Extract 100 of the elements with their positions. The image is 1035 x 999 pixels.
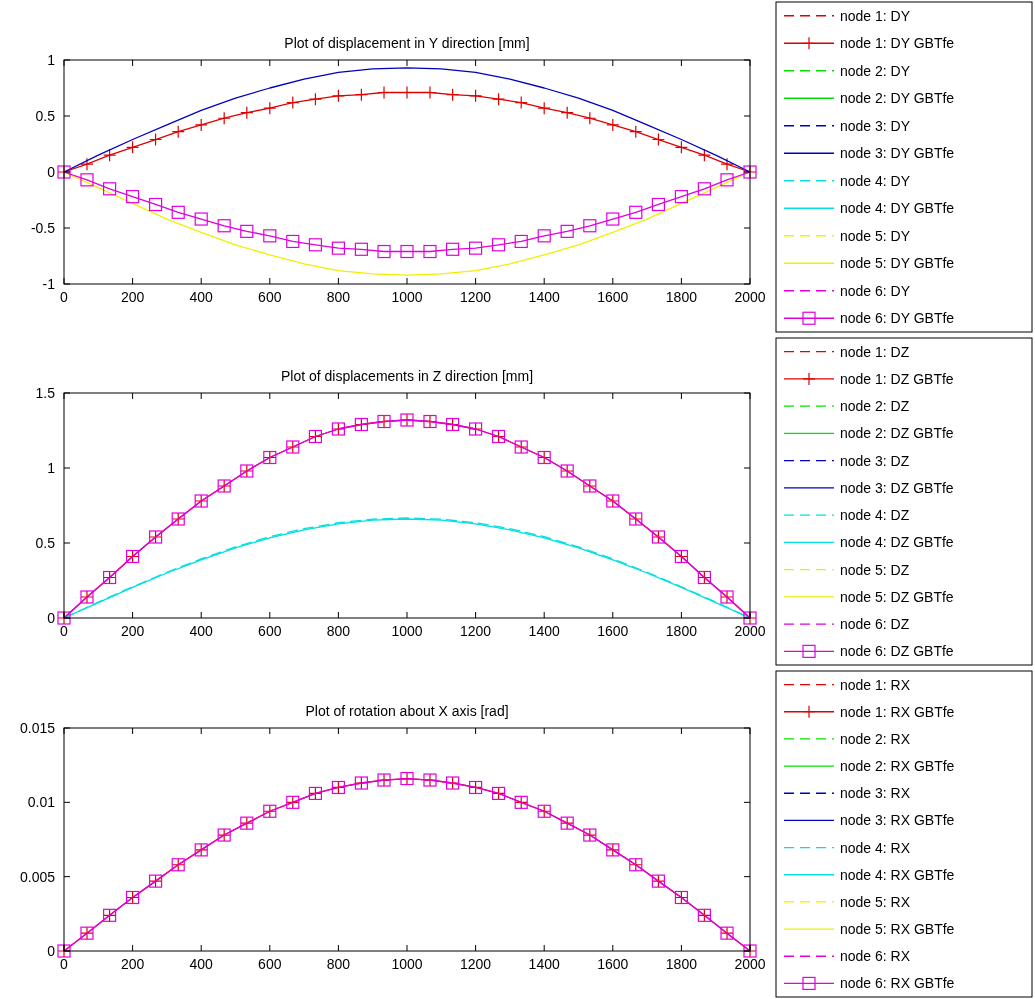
x-tick-label: 2000	[734, 956, 766, 972]
legend-label: node 1: RX GBTfe	[840, 703, 955, 720]
point	[697, 182, 711, 196]
y-tick-label: 0.015	[19, 720, 56, 736]
legend-label: node 2: DY	[840, 62, 911, 79]
point	[697, 148, 711, 162]
point	[80, 173, 94, 187]
legend-label: node 3: DY GBTfe	[840, 145, 955, 162]
x-tick-label: 2000	[734, 289, 766, 305]
x-tick-label: 400	[189, 956, 214, 972]
point	[537, 229, 551, 243]
point	[537, 101, 551, 115]
legend-label: node 2: DY GBTfe	[840, 90, 955, 107]
x-tick-label: 1200	[460, 289, 492, 305]
point	[354, 88, 368, 102]
legend-label: node 6: DZ	[840, 616, 910, 633]
point	[514, 234, 528, 249]
y-tick-label: 1	[47, 52, 56, 68]
point	[240, 224, 254, 238]
x-tick-label: 0	[60, 289, 69, 305]
point	[217, 111, 231, 125]
point	[514, 95, 528, 110]
point	[171, 125, 185, 139]
point	[674, 140, 688, 154]
point	[194, 212, 208, 226]
y-tick-label: 0	[47, 943, 56, 959]
legend-label: node 1: RX	[840, 676, 911, 693]
legend-label: node 4: RX	[840, 839, 911, 856]
x-tick-label: 1200	[460, 623, 492, 639]
y-tick-label: -0.5	[30, 220, 56, 236]
legend-label: node 3: RX	[840, 785, 911, 802]
legend-label: node 5: DZ	[840, 561, 910, 578]
point	[583, 111, 597, 125]
legend-label: node 1: DZ	[840, 343, 910, 360]
point	[263, 229, 277, 243]
chart-title: Plot of rotation about X axis [rad]	[305, 703, 509, 719]
x-tick-label: 200	[120, 289, 145, 305]
y-tick-label: 0.01	[27, 794, 56, 811]
legend-label: node 4: DZ GBTfe	[840, 534, 954, 551]
x-tick-label: 1800	[665, 956, 698, 972]
x-tick-label: 1400	[528, 956, 560, 972]
point	[331, 89, 345, 103]
point	[446, 242, 460, 256]
legend-label: node 6: RX	[840, 948, 911, 965]
point	[651, 197, 666, 212]
legend-label: node 1: DY GBTfe	[840, 35, 955, 52]
point	[720, 157, 734, 171]
legend-label: node 4: DY	[840, 172, 911, 189]
legend-label: node 5: RX	[840, 893, 911, 910]
x-tick-label: 1400	[528, 289, 560, 305]
y-tick-label: 0.5	[35, 535, 56, 551]
point	[80, 157, 94, 171]
legend-label: node 4: DY GBTfe	[840, 200, 955, 217]
point	[171, 205, 185, 219]
point	[469, 89, 483, 103]
x-tick-label: 1400	[528, 623, 560, 639]
legend-label: node 1: DY	[840, 7, 911, 24]
x-tick-label: 1000	[391, 289, 423, 305]
x-tick-label: 200	[120, 623, 145, 639]
point	[629, 125, 643, 139]
y-tick-label: 0	[47, 164, 56, 180]
x-tick-label: 800	[326, 623, 351, 639]
x-tick-label: 400	[189, 623, 214, 639]
point	[560, 106, 574, 120]
point	[240, 106, 254, 120]
point	[651, 132, 666, 147]
point	[217, 219, 231, 233]
y-tick-label: 1.5	[35, 385, 56, 401]
point	[286, 234, 300, 249]
legend-label: node 5: RX GBTfe	[840, 921, 955, 938]
legend-label: node 3: RX GBTfe	[840, 812, 955, 829]
legend-label: node 2: RX GBTfe	[840, 758, 955, 775]
point	[331, 241, 345, 255]
x-tick-label: 1600	[597, 623, 629, 639]
legend-label: node 2: DZ	[840, 398, 910, 415]
point	[308, 92, 323, 106]
y-tick-label: -1	[42, 276, 56, 292]
x-tick-label: 0	[60, 956, 69, 972]
chart-title: Plot of displacements in Z direction [mm]	[280, 368, 534, 384]
chart-title: Plot of displacement in Y direction [mm]	[284, 35, 530, 51]
y-tick-label: 0.005	[19, 868, 56, 885]
legend-label: node 6: DY GBTfe	[840, 310, 955, 327]
point	[286, 95, 300, 110]
x-tick-label: 200	[120, 956, 145, 972]
point	[400, 244, 414, 259]
legend-label: node 2: DZ GBTfe	[840, 425, 954, 442]
legend-label: node 5: DY GBTfe	[840, 255, 955, 272]
x-tick-label: 600	[258, 956, 282, 972]
legend-label: node 3: DZ GBTfe	[840, 479, 954, 496]
x-tick-label: 1800	[665, 623, 698, 639]
point	[263, 101, 277, 115]
legend-label: node 6: RX GBTfe	[840, 975, 955, 992]
legend-label: node 4: DZ	[840, 507, 910, 524]
point	[377, 244, 391, 259]
point	[469, 241, 483, 255]
x-tick-label: 800	[326, 956, 351, 972]
point	[629, 205, 643, 219]
legend-label: node 6: DY	[840, 282, 911, 299]
x-tick-label: 2000	[734, 623, 766, 639]
legend-label: node 5: DZ GBTfe	[840, 588, 954, 605]
